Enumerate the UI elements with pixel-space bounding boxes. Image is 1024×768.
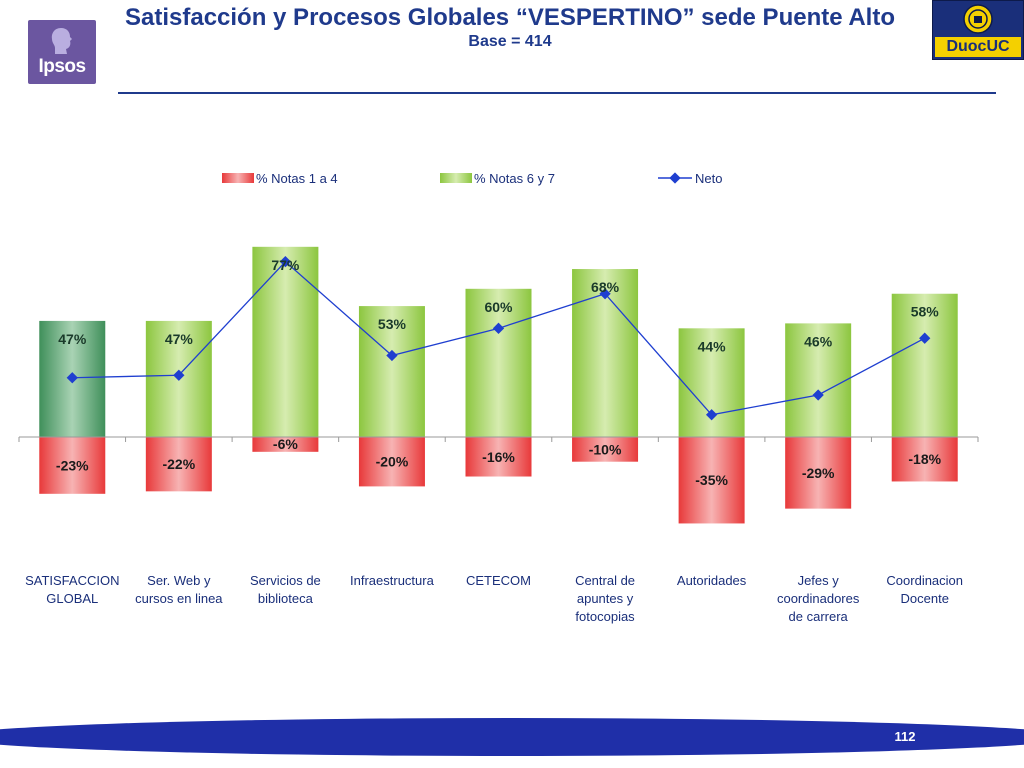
- data-label-positive: 53%: [378, 316, 407, 332]
- bar-notas-1-4: [465, 437, 532, 477]
- neto-point: [919, 332, 931, 344]
- page-number: 112: [894, 729, 916, 744]
- ipsos-logo: Ipsos: [28, 20, 96, 84]
- neto-point: [812, 389, 824, 401]
- category-label: Autoridades: [677, 573, 747, 588]
- data-label-positive: 68%: [591, 279, 620, 295]
- bar-notas-1-4: [145, 437, 212, 492]
- data-label-negative: -18%: [908, 451, 941, 467]
- legend: % Notas 1 a 4 % Notas 6 y 7 Neto: [222, 171, 722, 186]
- data-label-negative: -35%: [695, 472, 728, 488]
- data-label-positive: 60%: [484, 299, 513, 315]
- legend-swatch-notas-6-7: [440, 173, 472, 183]
- bar-notas-6-7: [465, 288, 532, 437]
- crest-icon: [963, 4, 993, 34]
- bar-notas-6-7: [891, 293, 958, 437]
- bar-notas-1-4: [39, 437, 106, 494]
- title-text: Satisfacción y Procesos Globales “VESPER…: [124, 4, 895, 31]
- footer-band: [0, 718, 1024, 756]
- data-label-negative: -29%: [802, 465, 835, 481]
- chart: % Notas 1 a 4% Notas 6 y 7 Neto 47%-23%47…: [18, 171, 979, 624]
- category-label: Servicios de biblioteca: [250, 573, 321, 606]
- legend-label: % Notas 6 y 7: [474, 171, 555, 186]
- bar-notas-1-4: [678, 437, 745, 524]
- data-label-positive: 47%: [165, 331, 194, 347]
- data-label-negative: -16%: [482, 449, 515, 465]
- legend-swatch-notas-1-4: [222, 173, 254, 183]
- bar-notas-6-7: [252, 246, 319, 437]
- neto-point: [705, 409, 718, 421]
- axis-ticks: [18, 437, 979, 442]
- data-label-negative: -6%: [273, 436, 298, 452]
- data-label-positive: 77%: [271, 257, 300, 273]
- subtitle-text: Base = 414: [468, 32, 552, 50]
- bar-notas-1-4: [572, 437, 639, 462]
- category-label: Ser. Web y cursos en linea: [135, 573, 223, 606]
- data-label-negative: -20%: [376, 454, 409, 470]
- data-label-positive: 58%: [911, 304, 940, 320]
- bar-notas-1-4: [785, 437, 852, 509]
- neto-point: [173, 369, 185, 381]
- data-label-positive: 44%: [698, 338, 727, 354]
- neto-point: [492, 322, 505, 334]
- category-labels: SATISFACCION GLOBAL Ser. Web y cursos en li…: [25, 573, 963, 624]
- bar-notas-6-7: [358, 306, 425, 437]
- category-label: Jefes y coordinadores de carrera: [777, 573, 860, 624]
- category-label: Central de apuntes y fotocopias: [575, 573, 635, 624]
- neto-series: [66, 255, 931, 421]
- bar-notas-6-7: [785, 323, 852, 437]
- neto-point: [599, 288, 611, 300]
- data-labels: 47% -23% 47% -22% 77% -6% 53% -20% 60% -16% 68% -10…: [56, 257, 942, 488]
- neto-point: [279, 255, 292, 268]
- data-label-negative: -23%: [56, 457, 89, 473]
- duoc-logo: DuocUC: [932, 0, 1024, 60]
- ipsos-logo-text: Ipsos: [38, 56, 86, 77]
- duoc-logo-text: DuocUC: [935, 37, 1021, 57]
- bar-notas-1-4: [891, 437, 958, 482]
- category-label: SATISFACCION GLOBAL: [25, 573, 119, 606]
- ipsos-head-icon: [51, 28, 72, 54]
- data-label-positive: 46%: [804, 333, 833, 349]
- legend-label: Neto: [695, 171, 722, 186]
- legend-marker-neto: [669, 172, 681, 184]
- bars: [39, 246, 958, 524]
- title-underline: [118, 92, 996, 94]
- category-label: CETECOM: [466, 573, 531, 588]
- data-label-negative: -22%: [162, 456, 195, 472]
- bar-notas-1-4: [252, 437, 319, 452]
- bar-notas-1-4: [358, 437, 425, 487]
- data-label-positive: 47%: [58, 331, 87, 347]
- category-label: Coordinacion Docente: [886, 573, 963, 606]
- data-label-negative: -10%: [589, 441, 622, 457]
- page-title: Satisfacción y Procesos Globales “VESPER…: [110, 4, 910, 51]
- legend-label: % Notas 1 a 4: [256, 171, 338, 186]
- neto-point: [386, 349, 398, 362]
- category-label: Infraestructura: [350, 573, 435, 588]
